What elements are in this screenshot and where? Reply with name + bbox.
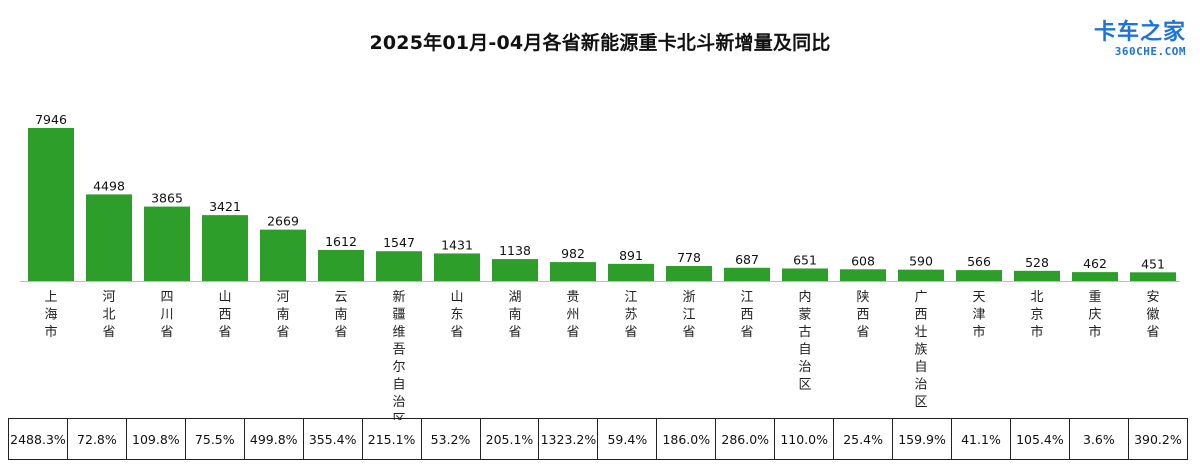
yoy-cell: 2488.3% [8,418,68,460]
bar [724,267,770,281]
yoy-cell: 59.4% [597,418,658,460]
yoy-cell: 205.1% [479,418,540,460]
bar-value-label: 891 [619,248,643,263]
category-label: 重庆市 [1088,289,1101,340]
yoy-cell: 41.1% [951,418,1011,460]
bar [492,259,538,281]
brand-logo: 卡车之家 360CHE.COM [1094,20,1186,58]
bar [666,266,712,281]
bar [956,270,1002,281]
bar [202,215,248,281]
bar-value-label: 2669 [267,214,299,229]
category-label: 河南省 [276,290,289,340]
logo-text-en: 360CHE.COM [1114,45,1186,58]
bar [376,251,422,281]
category-label: 河北省 [102,290,115,340]
bar-value-label: 982 [561,246,585,261]
bar-value-label: 3865 [151,191,183,206]
bar-value-label: 608 [851,253,875,268]
yoy-cell: 110.0% [774,418,835,460]
bar-value-label: 1547 [383,235,415,250]
bar-value-label: 778 [677,250,701,265]
yoy-cell: 390.2% [1127,418,1189,460]
category-label: 陕西省 [856,290,869,340]
bar [434,253,480,281]
bar [782,268,828,281]
bar-chart: 7946 上海市 4498 河北省 3865 四川省 3421 山西省 2669 河南省 1612 云… [20,112,1180,420]
bar-value-label: 1431 [441,237,473,252]
yoy-cell: 105.4% [1009,418,1070,460]
category-label: 浙江省 [682,290,695,340]
yoy-cell: 1323.2% [538,418,599,460]
yoy-cell: 186.0% [656,418,717,460]
bar [608,263,654,281]
category-label: 湖南省 [508,290,521,340]
yoy-cell: 25.4% [833,418,894,460]
yoy-cell: 109.8% [125,418,186,460]
category-label: 内蒙古自治区 [798,289,811,393]
category-label: 安徽省 [1146,290,1159,340]
category-label: 北京市 [1030,290,1043,340]
yoy-cell: 286.0% [715,418,776,460]
yoy-cell: 75.5% [184,418,245,460]
bar-value-label: 590 [909,254,933,269]
yoy-cell: 355.4% [302,418,363,460]
bar-value-label: 7946 [35,112,67,127]
bar [840,269,886,281]
yoy-cell: 215.1% [361,418,422,460]
category-label: 云南省 [334,290,347,340]
bar-value-label: 687 [735,252,759,267]
category-label: 江苏省 [624,290,637,340]
bar [1072,272,1118,281]
bar [1130,272,1176,281]
bar [318,249,364,281]
yoy-row: 2488.3% 72.8% 109.8% 75.5% 499.8% 355.4% 215.1… [8,418,1189,460]
category-label: 山东省 [450,290,463,340]
bar [144,206,190,281]
bar-value-label: 462 [1083,256,1107,271]
bar-value-label: 1138 [499,243,531,258]
category-label: 山西省 [218,290,231,340]
bar-value-label: 528 [1025,255,1049,270]
bar [28,128,74,281]
yoy-cell: 499.8% [243,418,304,460]
logo-text-cn: 卡车之家 [1093,20,1186,45]
yoy-table: 2488.3% 72.8% 109.8% 75.5% 499.8% 355.4% 215.1… [8,418,1189,460]
yoy-cell: 159.9% [892,418,952,460]
yoy-cell: 3.6% [1068,418,1129,460]
bar-value-label: 1612 [325,234,357,249]
category-label: 上海市 [44,290,57,340]
category-label: 贵州省 [566,290,579,340]
category-label: 四川省 [160,290,173,340]
bar-value-label: 4498 [93,178,125,193]
bar-value-label: 451 [1141,256,1165,271]
category-label: 天津市 [972,290,985,340]
bar [1014,270,1060,281]
category-label: 新疆维吾尔自治区 [392,289,405,420]
bar-value-label: 3421 [209,199,241,214]
bar [260,229,306,281]
yoy-cell: 53.2% [420,418,481,460]
category-label: 广西壮族自治区 [914,290,927,410]
bar [898,269,944,281]
bar [86,194,132,281]
bar [550,262,596,281]
chart-title: 2025年01月-04月各省新能源重卡北斗新增量及同比 [369,32,831,54]
category-label: 江西省 [740,290,753,340]
yoy-cell: 72.8% [66,418,127,460]
bar-value-label: 651 [793,252,817,267]
bar-value-label: 566 [967,254,991,269]
